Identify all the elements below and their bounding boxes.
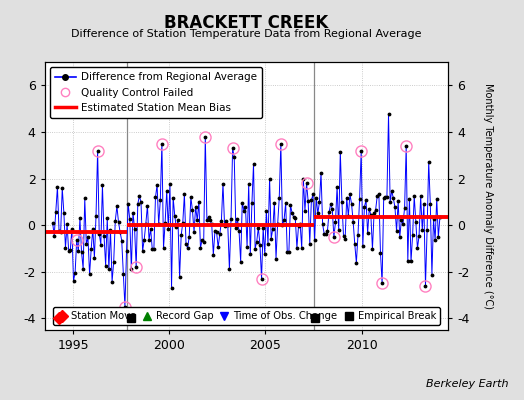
Y-axis label: Monthly Temperature Anomaly Difference (°C): Monthly Temperature Anomaly Difference (… bbox=[483, 83, 493, 309]
Text: BRACKETT CREEK: BRACKETT CREEK bbox=[164, 14, 329, 32]
Text: Berkeley Earth: Berkeley Earth bbox=[426, 379, 508, 389]
Legend: Station Move, Record Gap, Time of Obs. Change, Empirical Break: Station Move, Record Gap, Time of Obs. C… bbox=[52, 307, 440, 325]
Text: Difference of Station Temperature Data from Regional Average: Difference of Station Temperature Data f… bbox=[71, 29, 421, 39]
